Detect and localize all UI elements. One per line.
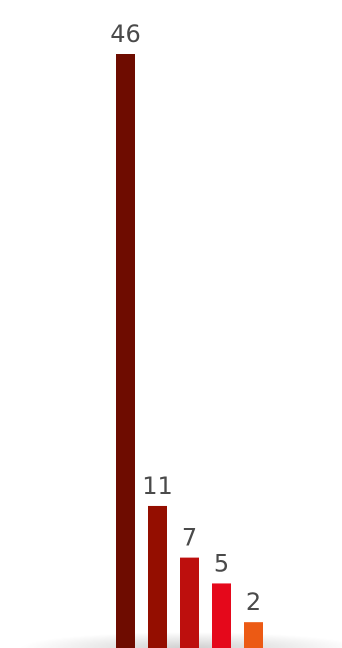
bar-value-label-4: 5 (214, 549, 229, 577)
bar-1 (116, 54, 135, 648)
bar-value-label-3: 7 (182, 524, 197, 552)
bar-value-label-5: 2 (246, 588, 261, 616)
bar-2 (148, 505, 167, 648)
bars-group (116, 54, 263, 648)
bar-value-label-2: 11 (142, 472, 173, 500)
bar-3 (180, 557, 199, 648)
bar-5 (244, 622, 263, 648)
value-labels-group: 46 11 752 (110, 20, 261, 616)
bar-4 (212, 583, 231, 648)
bar-value-label-1: 46 (110, 20, 141, 48)
